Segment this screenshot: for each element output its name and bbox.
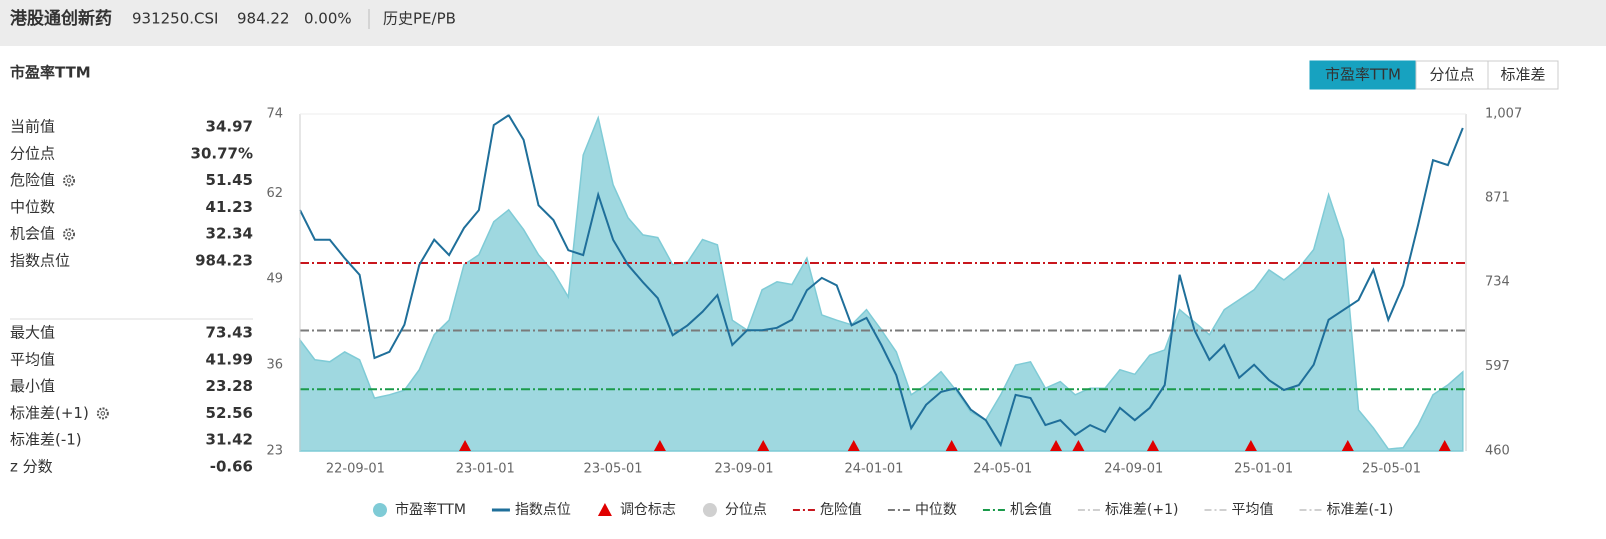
x-tick-label: 24-01-01 — [844, 462, 903, 477]
gear-hole — [66, 231, 72, 237]
gear-hole — [100, 411, 106, 416]
tab-label[interactable]: 标准差 — [1500, 66, 1545, 84]
stat-value: 30.77% — [191, 144, 253, 162]
y2-tick-label: 871 — [1485, 190, 1510, 205]
rebalance-marker — [1146, 440, 1159, 451]
x-tick-label: 24-09-01 — [1104, 462, 1163, 477]
rebalance-marker — [1438, 440, 1451, 451]
x-tick-label: 22-09-01 — [326, 462, 385, 477]
index-price: 984.22 — [237, 10, 290, 28]
pe-area — [299, 115, 1464, 452]
y2-tick-label: 1,007 — [1485, 107, 1522, 122]
legend-label[interactable]: 标准差(+1) — [1105, 502, 1179, 518]
legend-symbol[interactable] — [597, 503, 612, 516]
stat-label: 平均值 — [10, 350, 55, 368]
tab[interactable] — [1415, 60, 1489, 90]
x-tick-label: 23-05-01 — [584, 462, 643, 477]
stat-label: 机会值 — [10, 225, 55, 243]
rebalance-marker — [847, 440, 860, 451]
stat-value: 23.28 — [206, 377, 253, 395]
legend-symbol[interactable] — [373, 503, 387, 517]
stat-label: 最小值 — [10, 377, 55, 395]
rebalance-marker — [1341, 440, 1354, 451]
stat-label: 标准差(+1) — [10, 404, 89, 422]
panel-heading: 市盈率TTM — [10, 64, 91, 82]
legend-symbol[interactable] — [702, 503, 717, 517]
index-line — [299, 113, 1464, 448]
legend-label[interactable]: 平均值 — [1232, 502, 1274, 518]
rebalance-marker — [1072, 440, 1085, 451]
tab[interactable] — [1309, 60, 1417, 90]
rebalance-marker — [1050, 440, 1063, 451]
index-code: 931250.CSI — [132, 10, 218, 28]
y-tick-label: 23 — [266, 444, 283, 459]
x-tick-label: 24-05-01 — [973, 462, 1032, 477]
stat-value: 34.97 — [206, 118, 253, 136]
legend-label[interactable]: 指数点位 — [515, 502, 571, 518]
stat-value: -0.66 — [210, 458, 253, 476]
index-change: 0.00% — [304, 10, 352, 28]
y-tick-label: 74 — [266, 107, 283, 122]
index-name: 港股通创新药 — [10, 8, 112, 29]
stat-label: 标准差(-1) — [10, 431, 82, 449]
rebalance-marker — [1244, 440, 1257, 451]
stat-value: 41.23 — [206, 198, 253, 216]
stat-value: 41.99 — [206, 350, 253, 368]
x-tick-label: 23-09-01 — [715, 462, 774, 477]
stat-label: z 分数 — [10, 458, 53, 476]
legend-label[interactable]: 危险值 — [820, 502, 862, 518]
stat-value: 31.42 — [206, 431, 253, 449]
stat-label: 分位点 — [10, 144, 55, 162]
y-tick-label: 49 — [266, 272, 283, 287]
x-tick-label: 23-01-01 — [456, 462, 515, 477]
y-tick-label: 36 — [266, 358, 283, 373]
stat-label: 当前值 — [10, 118, 55, 136]
legend-label[interactable]: 中位数 — [915, 502, 957, 518]
gear-icon[interactable] — [63, 174, 76, 187]
x-tick-label: 25-01-01 — [1234, 462, 1293, 477]
y2-tick-label: 734 — [1485, 275, 1510, 290]
stat-label: 指数点位 — [10, 252, 70, 270]
tab[interactable] — [1487, 60, 1559, 90]
y-tick-label: 62 — [266, 186, 283, 201]
history-link[interactable]: 历史PE/PB — [383, 10, 456, 28]
legend-label[interactable]: 市盈率TTM — [395, 501, 466, 518]
tab-label[interactable]: 市盈率TTM — [1325, 66, 1401, 84]
stat-value: 51.45 — [206, 171, 253, 189]
rebalance-marker — [459, 440, 472, 451]
stat-label: 中位数 — [10, 198, 55, 216]
y2-tick-label: 460 — [1485, 444, 1510, 459]
gear-hole — [66, 178, 72, 183]
stat-value: 52.56 — [206, 404, 253, 422]
stat-value: 984.23 — [195, 252, 253, 270]
top-bar — [0, 0, 1606, 46]
gear-icon[interactable] — [96, 407, 109, 420]
x-tick-label: 25-05-01 — [1362, 462, 1421, 477]
legend-label[interactable]: 分位点 — [725, 502, 767, 518]
stat-label: 最大值 — [10, 324, 55, 342]
tab-label[interactable]: 分位点 — [1429, 66, 1474, 84]
stat-value: 32.34 — [206, 225, 253, 243]
stat-label: 危险值 — [10, 171, 55, 189]
legend-label[interactable]: 调仓标志 — [620, 502, 676, 518]
y2-tick-label: 597 — [1485, 359, 1510, 374]
legend-label[interactable]: 标准差(-1) — [1327, 502, 1394, 518]
legend-label[interactable]: 机会值 — [1010, 502, 1052, 518]
gear-icon[interactable] — [63, 228, 76, 241]
rebalance-marker — [945, 440, 958, 451]
stat-value: 73.43 — [206, 324, 253, 342]
rebalance-marker — [653, 440, 666, 451]
rebalance-marker — [757, 440, 770, 451]
